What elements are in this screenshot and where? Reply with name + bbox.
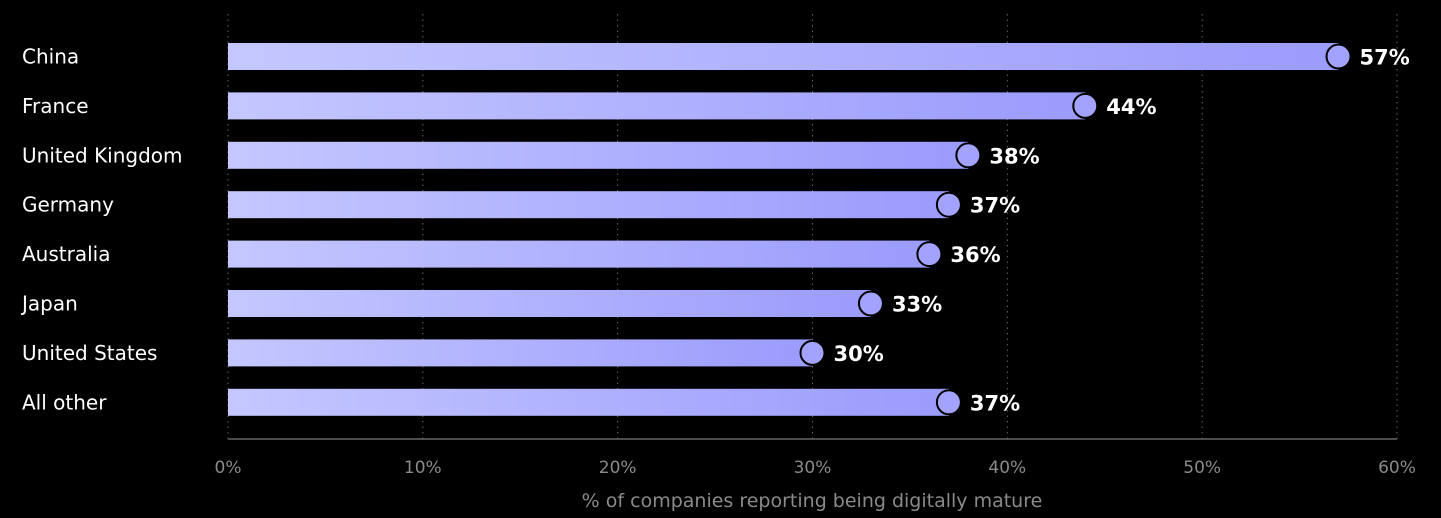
bar bbox=[228, 388, 949, 416]
category-label: United States bbox=[22, 341, 157, 365]
x-tick-label: 60% bbox=[1378, 458, 1416, 478]
bar bbox=[228, 240, 930, 268]
category-label: China bbox=[22, 45, 79, 69]
bar-row: Japan 33% bbox=[20, 290, 942, 317]
category-label: All other bbox=[22, 390, 107, 414]
bar-end-marker bbox=[1072, 92, 1099, 119]
category-label: France bbox=[22, 94, 89, 118]
bar-end-marker bbox=[1325, 43, 1352, 70]
x-tick-label: 30% bbox=[794, 458, 832, 478]
bar-row: Germany 37% bbox=[22, 191, 1020, 219]
category-label: Australia bbox=[22, 242, 110, 266]
x-axis: 0% 10% 20% 30% 40% 50% 60% bbox=[215, 438, 1416, 478]
bar-row: France 44% bbox=[22, 92, 1157, 120]
value-label: 38% bbox=[989, 144, 1039, 168]
category-label: Japan bbox=[20, 292, 78, 316]
x-tick-label: 0% bbox=[215, 458, 242, 478]
bar-end-marker bbox=[935, 191, 962, 218]
bar-end-marker bbox=[916, 241, 943, 268]
x-axis-title: % of companies reporting being digitally… bbox=[582, 490, 1043, 512]
bar-row: China 57% bbox=[22, 43, 1410, 70]
value-label: 37% bbox=[970, 391, 1020, 415]
value-label: 57% bbox=[1360, 46, 1410, 70]
bar bbox=[228, 290, 871, 317]
value-label: 44% bbox=[1106, 95, 1156, 119]
x-tick-label: 40% bbox=[988, 458, 1026, 478]
grid-lines bbox=[227, 14, 1398, 439]
bar-row: All other 37% bbox=[22, 388, 1020, 416]
bar-row: United Kingdom 38% bbox=[22, 141, 1040, 169]
bar bbox=[228, 339, 813, 367]
bar bbox=[228, 92, 1086, 120]
x-tick-label: 10% bbox=[404, 458, 442, 478]
x-tick-label: 50% bbox=[1183, 458, 1221, 478]
bar-end-marker bbox=[955, 142, 982, 169]
value-label: 30% bbox=[834, 342, 884, 366]
bar-row: Australia 36% bbox=[22, 240, 1001, 268]
value-label: 36% bbox=[950, 243, 1000, 267]
bar-end-marker bbox=[857, 290, 884, 317]
bar bbox=[228, 141, 969, 169]
bar-end-marker bbox=[799, 339, 826, 366]
value-label: 37% bbox=[970, 194, 1020, 218]
bar-end-marker bbox=[935, 389, 962, 416]
category-label: Germany bbox=[22, 193, 114, 217]
x-tick-label: 20% bbox=[599, 458, 637, 478]
value-label: 33% bbox=[892, 293, 942, 317]
bar bbox=[228, 43, 1339, 70]
bars: China 57% France 44% United Kingdom 38% German… bbox=[20, 43, 1410, 416]
bar bbox=[228, 191, 949, 219]
category-label: United Kingdom bbox=[22, 143, 183, 167]
bar-row: United States 30% bbox=[22, 339, 884, 367]
